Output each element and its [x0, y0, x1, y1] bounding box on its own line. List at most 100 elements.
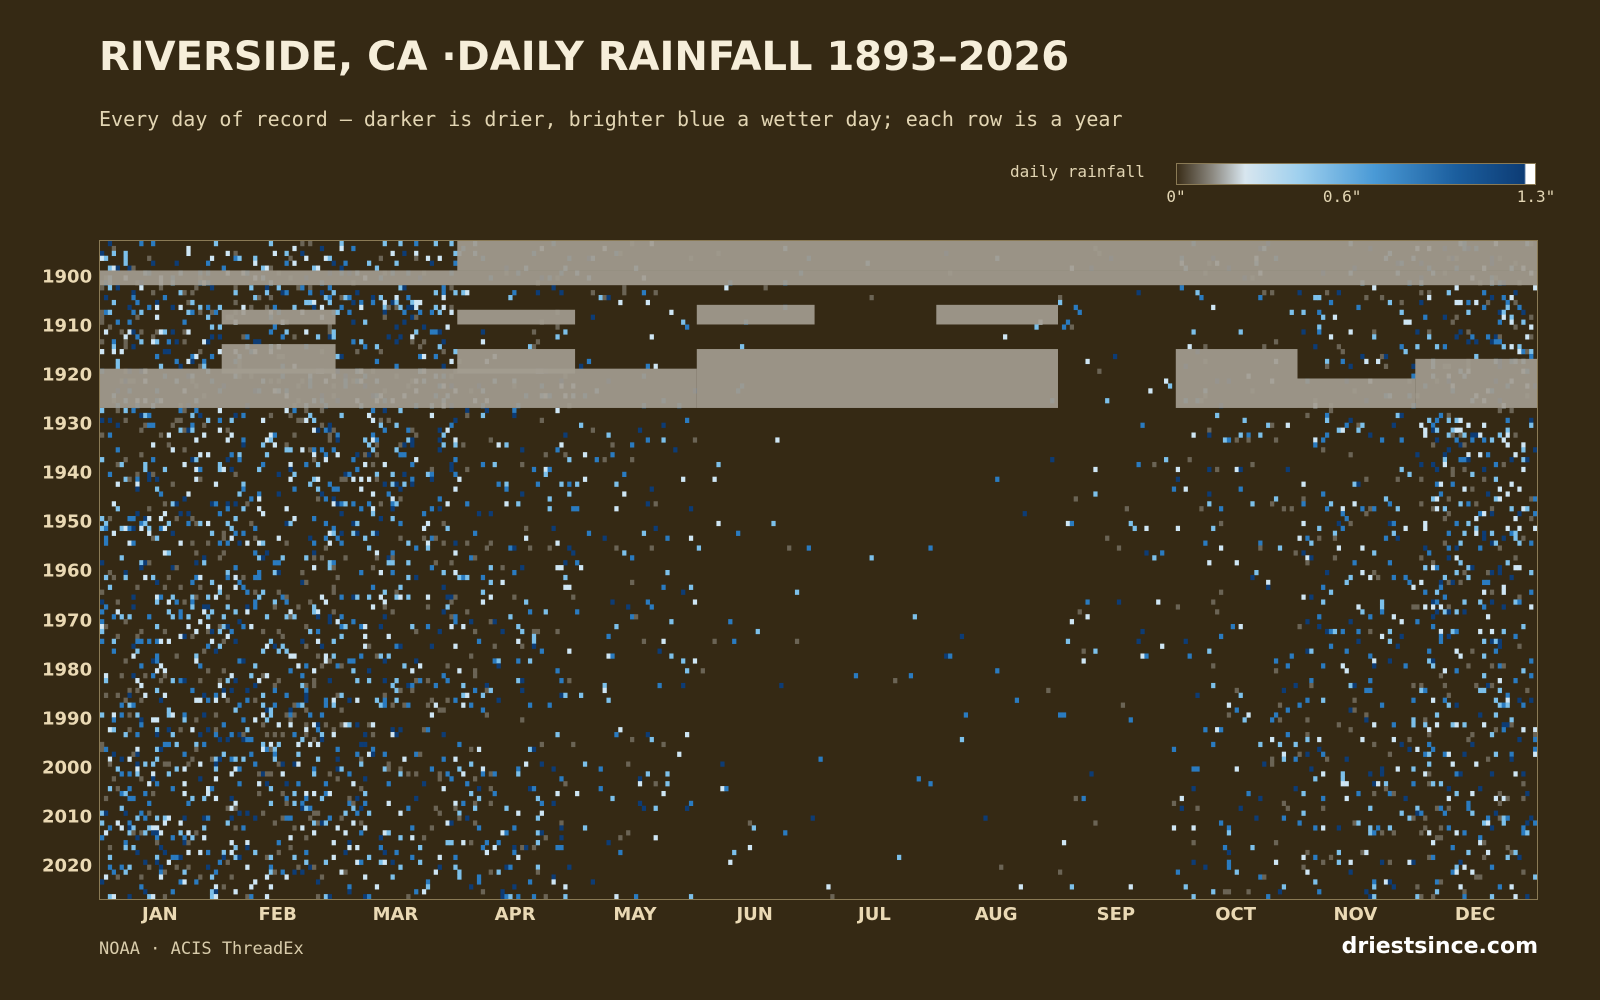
- rain-day-cell: [555, 844, 560, 851]
- rain-day-cell: [268, 241, 274, 247]
- rain-day-cell: [1485, 579, 1491, 586]
- rain-day-cell: [221, 550, 226, 556]
- rain-day-cell: [410, 624, 415, 630]
- rain-day-cell: [327, 678, 332, 684]
- rain-day-cell: [551, 766, 556, 772]
- rain-day-cell: [1250, 461, 1255, 468]
- rain-day-cell: [100, 417, 105, 423]
- rain-day-cell: [1379, 766, 1385, 772]
- rain-day-cell: [453, 250, 458, 257]
- rain-day-cell: [512, 412, 517, 419]
- rain-day-cell: [1415, 452, 1420, 458]
- rain-day-cell: [363, 825, 368, 831]
- rain-day-cell: [1415, 884, 1420, 890]
- rain-day-cell: [1482, 535, 1487, 541]
- rain-day-cell: [143, 412, 148, 419]
- rain-day-cell: [1191, 329, 1196, 335]
- rain-day-cell: [370, 604, 376, 610]
- rain-day-cell: [500, 889, 505, 895]
- rain-day-cell: [331, 560, 336, 566]
- rain-day-cell: [1430, 781, 1436, 787]
- rain-day-cell: [622, 550, 627, 556]
- rain-day-cell: [1509, 506, 1514, 512]
- rain-day-cell: [284, 520, 289, 527]
- rain-day-cell: [253, 879, 258, 885]
- rain-day-cell: [363, 344, 368, 350]
- rain-day-cell: [1277, 545, 1283, 551]
- rain-day-cell: [1489, 732, 1495, 738]
- rain-day-cell: [1285, 707, 1290, 713]
- rain-day-cell: [500, 579, 505, 586]
- rain-day-cell: [1061, 712, 1067, 718]
- rain-day-cell: [147, 800, 152, 806]
- rain-day-cell: [359, 476, 364, 482]
- rain-day-cell: [327, 422, 332, 428]
- rain-day-cell: [484, 545, 489, 551]
- rain-day-cell: [166, 638, 171, 644]
- rain-day-cell: [1391, 722, 1396, 728]
- rain-day-cell: [747, 820, 753, 826]
- rain-day-cell: [260, 555, 266, 561]
- rain-day-cell: [1348, 520, 1353, 527]
- rain-day-cell: [1446, 579, 1451, 586]
- rain-day-cell: [363, 624, 368, 630]
- rain-day-cell: [453, 471, 458, 477]
- rain-day-cell: [241, 437, 246, 443]
- rain-day-cell: [531, 643, 537, 649]
- rain-day-cell: [488, 619, 493, 625]
- rain-day-cell: [688, 506, 694, 512]
- rain-day-cell: [1391, 530, 1396, 536]
- rain-day-cell: [374, 550, 380, 556]
- rain-day-cell: [139, 412, 144, 419]
- rain-day-cell: [410, 437, 415, 443]
- rain-day-cell: [178, 879, 183, 885]
- rain-day-cell: [312, 452, 317, 458]
- rain-day-cell: [123, 457, 128, 463]
- rain-day-cell: [304, 407, 309, 414]
- rain-day-cell: [692, 658, 698, 664]
- rain-day-cell: [135, 471, 140, 477]
- rain-day-cell: [170, 447, 175, 453]
- rain-day-cell: [1482, 687, 1487, 694]
- rain-day-cell: [355, 697, 360, 703]
- rain-day-cell: [1430, 604, 1436, 610]
- rain-day-cell: [563, 452, 568, 458]
- rain-day-cell: [567, 584, 572, 590]
- rain-day-cell: [1493, 496, 1499, 502]
- rain-day-cell: [437, 447, 442, 453]
- rain-day-cell: [221, 854, 226, 861]
- rain-day-cell: [1446, 795, 1451, 802]
- rain-day-cell: [630, 614, 635, 620]
- rain-day-cell: [103, 604, 109, 610]
- rain-day-cell: [1438, 673, 1444, 679]
- rain-day-cell: [154, 727, 160, 733]
- rain-day-cell: [457, 741, 462, 748]
- rain-day-cell: [504, 830, 509, 836]
- rain-day-cell: [1387, 628, 1393, 635]
- rain-day-cell: [1438, 638, 1444, 644]
- rain-day-cell: [276, 471, 281, 477]
- rain-day-cell: [1046, 687, 1051, 694]
- rain-day-cell: [123, 334, 128, 340]
- rain-day-cell: [472, 628, 478, 635]
- rain-day-cell: [441, 304, 446, 311]
- rain-day-cell: [315, 334, 321, 340]
- rain-day-cell: [1438, 633, 1444, 640]
- rain-day-cell: [402, 319, 407, 325]
- rain-day-cell: [304, 859, 309, 865]
- rain-day-cell: [1509, 717, 1514, 723]
- rain-day-cell: [288, 717, 293, 723]
- rain-day-cell: [312, 766, 317, 772]
- rain-day-cell: [241, 756, 246, 762]
- rain-day-cell: [1430, 599, 1436, 605]
- rain-day-cell: [366, 643, 372, 649]
- rain-day-cell: [351, 781, 356, 787]
- rain-day-cell: [1281, 751, 1287, 757]
- rain-day-cell: [1434, 712, 1440, 718]
- rain-day-cell: [1387, 501, 1393, 507]
- rain-day-cell: [327, 295, 332, 301]
- rain-day-cell: [119, 825, 124, 831]
- rain-day-cell: [492, 844, 497, 851]
- rain-day-cell: [100, 746, 105, 752]
- brand-logo-text[interactable]: driestsince.com: [1341, 934, 1538, 959]
